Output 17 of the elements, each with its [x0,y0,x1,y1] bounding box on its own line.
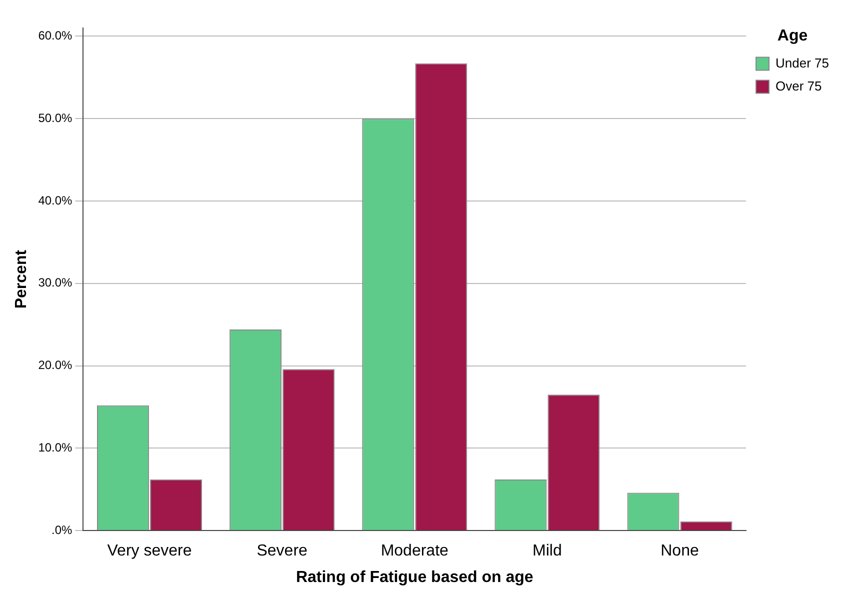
y-tick-label: 40.0% [38,193,73,208]
y-tick-label: .0% [52,522,73,537]
y-axis-title: Percent [13,249,30,309]
x-tick-label: Severe [256,542,308,560]
legend-label: Under 75 [776,55,830,70]
y-tick-label: 50.0% [38,110,73,125]
y-tick-label: 10.0% [38,440,73,455]
legend-label: Over 75 [776,78,822,94]
y-tick-label: 60.0% [38,28,73,43]
x-tick-label: Mild [532,542,562,560]
y-tick-label: 20.0% [38,358,73,372]
legend-title: Age [777,27,808,44]
x-tick-label: Very severe [107,542,192,560]
x-tick-label: None [660,542,699,560]
x-axis-title: Rating of Fatigue based on age [296,568,534,586]
y-tick-label: 30.0% [38,276,73,290]
x-tick-label: Moderate [380,542,449,560]
